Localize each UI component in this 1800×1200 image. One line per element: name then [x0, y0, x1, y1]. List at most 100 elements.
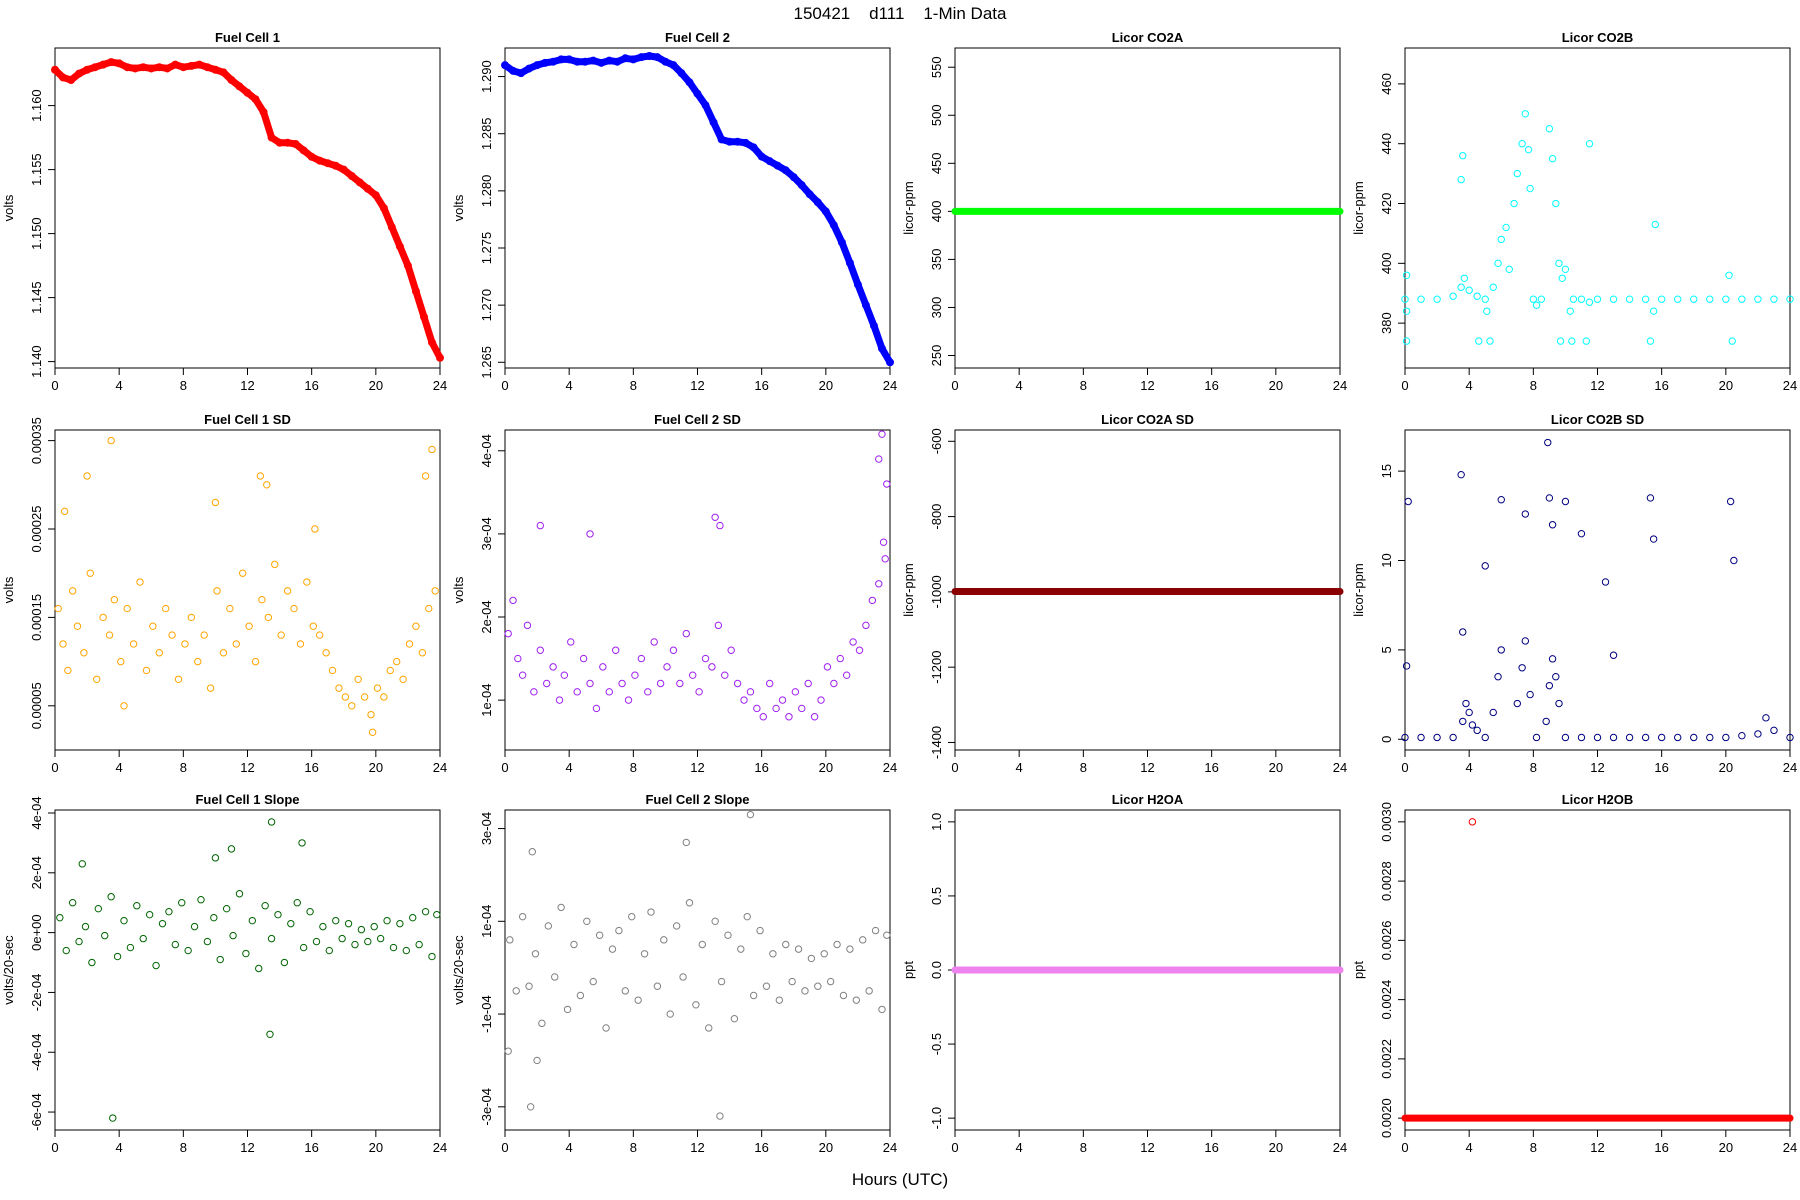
panel-title: Fuel Cell 2 SD — [654, 412, 741, 427]
data-point — [107, 893, 115, 901]
data-point — [573, 688, 581, 696]
y-tick-label: 1.145 — [29, 281, 44, 314]
data-point — [427, 338, 436, 347]
x-tick-label: 20 — [1269, 760, 1283, 775]
data-point — [1585, 298, 1594, 306]
data-point — [525, 982, 533, 990]
data-point — [60, 507, 69, 516]
data-point — [136, 578, 144, 586]
data-point — [1526, 184, 1534, 193]
data-point — [155, 63, 164, 72]
data-point — [869, 321, 878, 330]
x-tick-label: 24 — [1783, 760, 1797, 775]
data-point — [608, 945, 617, 953]
data-point — [1558, 274, 1566, 282]
data-point — [759, 713, 767, 721]
y-tick-label: 3e-04 — [479, 517, 494, 550]
x-tick-label: 8 — [1530, 1140, 1537, 1155]
data-point — [1489, 708, 1497, 717]
data-point — [267, 934, 276, 943]
data-point — [319, 922, 327, 931]
x-tick-label: 4 — [1016, 760, 1023, 775]
y-tick-label: 500 — [929, 104, 944, 126]
data-point — [409, 913, 417, 922]
data-point — [1465, 286, 1473, 294]
data-point — [1609, 651, 1618, 659]
data-point — [75, 937, 83, 946]
y-tick-label: 15 — [1379, 464, 1394, 478]
data-point — [1561, 733, 1570, 742]
data-point — [235, 890, 244, 898]
data-point — [785, 713, 793, 721]
data-point — [1402, 307, 1411, 315]
data-point — [789, 173, 798, 182]
data-point — [1690, 733, 1698, 742]
data-point — [274, 910, 282, 919]
x-tick-label: 24 — [883, 378, 897, 393]
data-point — [184, 946, 192, 955]
data-point — [846, 945, 854, 953]
data-point — [613, 57, 622, 66]
data-point — [399, 675, 407, 683]
y-tick-label: 2e-04 — [29, 856, 44, 889]
data-point — [829, 221, 838, 230]
y-tick-label: 1.265 — [479, 346, 494, 379]
data-point — [1738, 731, 1746, 740]
data-point — [425, 604, 433, 613]
x-tick-label: 20 — [1269, 1140, 1283, 1155]
data-point — [1722, 733, 1730, 742]
data-point — [762, 982, 771, 990]
data-point — [174, 675, 183, 683]
data-point — [791, 688, 800, 696]
data-point — [428, 445, 436, 454]
data-point — [605, 688, 613, 696]
data-point — [634, 996, 642, 1004]
data-point — [1754, 295, 1762, 303]
data-point — [152, 961, 160, 970]
data-point — [1402, 271, 1411, 279]
data-point — [1518, 664, 1526, 672]
panel-9: Fuel Cell 2 Slope volts/20-sec 0 4 8 12 16 20 24… — [451, 792, 897, 1155]
data-point — [348, 702, 356, 710]
data-point — [178, 899, 186, 907]
data-point — [814, 982, 822, 990]
y-tick-label: 0.00035 — [29, 417, 44, 464]
data-point — [73, 622, 82, 630]
data-point — [267, 133, 276, 142]
data-point — [299, 146, 308, 155]
data-point — [263, 481, 271, 489]
data-point — [810, 713, 819, 721]
data-point — [123, 63, 132, 72]
data-point — [1402, 337, 1411, 345]
data-point — [147, 64, 156, 73]
data-point — [1505, 265, 1513, 274]
data-point — [778, 696, 787, 704]
x-tick-label: 20 — [369, 760, 383, 775]
data-point — [155, 649, 163, 657]
data-point — [312, 937, 321, 946]
x-tick-label: 20 — [1719, 1140, 1733, 1155]
x-tick-label: 8 — [630, 378, 637, 393]
x-tick-label: 8 — [630, 760, 637, 775]
data-point — [1674, 733, 1682, 742]
data-point — [1548, 521, 1557, 529]
x-tick-label: 0 — [1401, 1140, 1408, 1155]
data-point — [373, 684, 382, 692]
data-point — [589, 56, 598, 65]
x-tick-label: 12 — [690, 760, 704, 775]
data-point — [1526, 690, 1534, 699]
data-point — [693, 89, 702, 98]
data-point — [647, 908, 655, 916]
data-point — [158, 919, 167, 928]
y-tick-label: 0.0022 — [1379, 1039, 1394, 1079]
data-point — [78, 860, 86, 868]
data-point — [753, 704, 761, 713]
x-tick-label: 12 — [1590, 1140, 1604, 1155]
data-point — [142, 666, 151, 675]
data-point — [669, 646, 678, 654]
x-tick-label: 8 — [180, 1140, 187, 1155]
y-tick-label: 1.0 — [929, 813, 944, 831]
data-point — [436, 353, 444, 362]
data-point — [711, 513, 719, 521]
